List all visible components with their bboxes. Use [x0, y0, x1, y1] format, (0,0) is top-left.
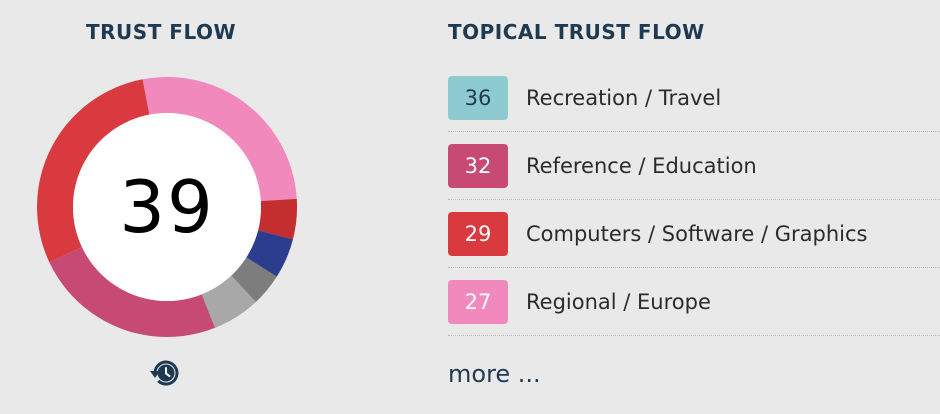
- donut-segment: [246, 230, 293, 277]
- donut-center: [73, 113, 261, 301]
- topic-row[interactable]: 27 Regional / Europe: [448, 268, 940, 336]
- topic-row[interactable]: 36 Recreation / Travel: [448, 64, 940, 132]
- topic-score-badge: 27: [448, 279, 508, 324]
- topic-label: Computers / Software / Graphics: [526, 221, 868, 246]
- donut-segment: [37, 79, 150, 263]
- topic-label: Recreation / Travel: [526, 85, 722, 110]
- topic-score-badge: 36: [448, 75, 508, 120]
- topical-trust-flow-title: TOPICAL TRUST FLOW: [448, 20, 705, 44]
- donut-segment: [201, 275, 256, 328]
- more-link[interactable]: more ...: [448, 360, 541, 388]
- donut-segments: [37, 77, 297, 337]
- trust-flow-title: TRUST FLOW: [86, 20, 237, 44]
- topic-score-badge: 29: [448, 211, 508, 256]
- topic-score-badge: 32: [448, 143, 508, 188]
- topic-row[interactable]: 29 Computers / Software / Graphics: [448, 200, 940, 268]
- topic-label: Regional / Europe: [526, 289, 711, 314]
- topic-list: 36 Recreation / Travel 32 Reference / Ed…: [448, 75, 940, 336]
- donut-segment: [258, 198, 297, 240]
- trust-flow-donut: [37, 77, 297, 337]
- topic-row[interactable]: 32 Reference / Education: [448, 132, 940, 200]
- donut-segment: [231, 257, 277, 302]
- history-clock-icon[interactable]: [148, 358, 184, 388]
- topic-label: Reference / Education: [526, 153, 757, 178]
- donut-segment: [142, 77, 297, 202]
